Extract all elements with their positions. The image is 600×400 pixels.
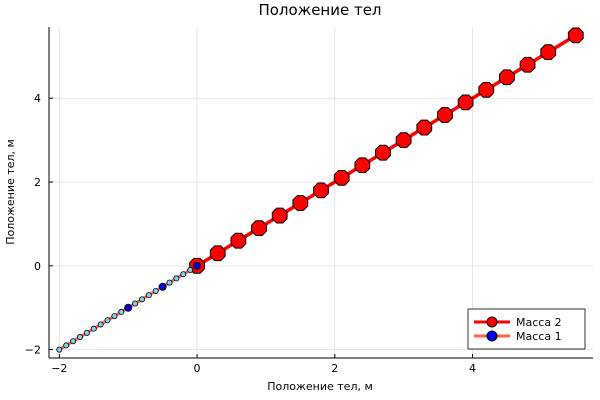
point-mass-2 <box>313 182 329 199</box>
y-tick-label: 2 <box>34 176 41 189</box>
point-mass-2 <box>333 169 350 186</box>
point-mass-1 <box>90 325 97 332</box>
point-mass-2 <box>292 195 309 211</box>
point-mass-2 <box>395 132 412 149</box>
point-mass-1 <box>132 300 139 307</box>
point-mass-2 <box>354 157 371 174</box>
y-ticks: −2 0 2 4 <box>25 92 53 357</box>
y-tick-label: 0 <box>34 260 41 273</box>
point-mass-1 <box>180 271 187 278</box>
point-mass-2 <box>457 94 474 111</box>
point-mass-2 <box>519 56 536 73</box>
point-mass-1 <box>145 292 152 299</box>
point-mass-1 <box>187 267 194 274</box>
x-axis-label: Положение тел, м <box>267 380 373 393</box>
x-tick-label: 4 <box>469 362 476 375</box>
x-ticks: −2 0 2 4 <box>51 354 476 375</box>
point-mass-1 <box>63 342 70 349</box>
x-tick-label: 2 <box>331 362 338 375</box>
point-mass-1 <box>104 317 111 324</box>
point-mass-2 <box>499 69 515 86</box>
point-mass-1 <box>76 334 83 341</box>
point-mass-2 <box>209 245 226 262</box>
point-mass-2 <box>437 107 453 123</box>
legend: Масса 2 Масса 1 <box>467 308 586 350</box>
x-tick-label: 0 <box>194 362 201 375</box>
legend-marker-mass-2 <box>486 316 498 328</box>
point-mass-1 <box>111 313 118 320</box>
x-tick-label: −2 <box>51 362 67 375</box>
point-mass-1 <box>97 321 104 328</box>
point-mass-2 <box>251 220 267 236</box>
series-points <box>56 27 584 353</box>
point-mass-1 <box>173 275 180 282</box>
axes <box>48 27 593 359</box>
point-mass-2 <box>540 44 557 61</box>
y-tick-label: −2 <box>25 344 41 357</box>
point-mass-2 <box>230 232 247 249</box>
point-mass-1 <box>70 338 77 345</box>
highlight-point <box>158 282 167 291</box>
legend-box <box>467 308 586 350</box>
y-axis-label: Положение тел, м <box>4 139 17 245</box>
point-mass-2 <box>478 81 495 98</box>
point-mass-2 <box>416 119 433 136</box>
point-mass-2 <box>271 207 288 224</box>
point-mass-1 <box>56 346 63 353</box>
point-mass-1 <box>118 308 125 315</box>
grid-lines <box>49 27 593 358</box>
point-mass-1 <box>83 329 90 336</box>
point-mass-1 <box>152 287 159 294</box>
y-tick-label: 4 <box>34 92 41 105</box>
chart-title: Положение тел <box>258 1 381 19</box>
point-mass-2 <box>375 144 391 161</box>
point-mass-1 <box>138 296 145 303</box>
legend-marker-mass-1 <box>486 330 498 342</box>
point-mass-1 <box>166 279 173 286</box>
legend-label-mass-2: Масса 2 <box>516 316 562 329</box>
highlight-point <box>124 303 133 312</box>
point-mass-2 <box>567 27 584 44</box>
highlight-point <box>193 261 202 270</box>
legend-label-mass-1: Масса 1 <box>516 330 562 343</box>
